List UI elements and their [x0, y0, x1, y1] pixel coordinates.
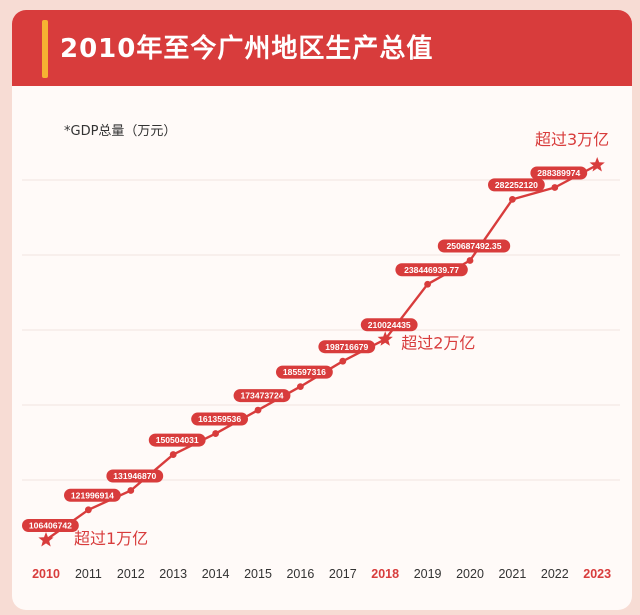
- data-label-pill: [488, 178, 545, 192]
- data-label: 238446939.77: [404, 265, 459, 275]
- data-label-pill: [318, 340, 376, 354]
- title-bar: 2010年至今广州地区生产总值: [12, 10, 632, 86]
- data-point: [551, 184, 559, 191]
- data-label-pill: [106, 469, 164, 483]
- milestone-star-icon: [38, 532, 54, 547]
- x-tick-label: 2020: [456, 567, 484, 581]
- data-label: 185597316: [283, 367, 326, 377]
- milestone-label: 超过2万亿: [401, 333, 475, 352]
- x-tick-label: 2018: [371, 567, 399, 581]
- x-tick-label: 2011: [75, 567, 102, 581]
- data-label-pill: [360, 318, 418, 332]
- data-label: 210024435: [368, 320, 411, 330]
- data-label: 173473724: [240, 391, 283, 401]
- data-label: 161359536: [198, 414, 241, 424]
- x-tick-label: 2013: [159, 567, 187, 581]
- x-tick-label: 2017: [329, 567, 357, 581]
- data-point: [127, 487, 135, 494]
- x-tick-label: 2014: [202, 567, 230, 581]
- x-tick-label: 2021: [498, 567, 526, 581]
- data-point: [85, 506, 92, 514]
- data-label: 198716679: [325, 342, 368, 352]
- data-point: [297, 383, 304, 391]
- data-point: [339, 357, 347, 365]
- data-point: [254, 406, 262, 414]
- milestone-star-icon: [589, 157, 605, 172]
- milestone-label: 超过1万亿: [74, 529, 148, 548]
- data-point: [466, 257, 474, 264]
- milestone-star-icon: [377, 331, 393, 346]
- data-label: 288389974: [537, 168, 580, 178]
- milestone-label: 超过3万亿: [535, 130, 609, 149]
- data-label-pill: [395, 263, 468, 277]
- data-label-pill: [437, 239, 511, 253]
- y-axis-label: *GDP总量（万元）: [64, 124, 177, 139]
- x-tick-label: 2012: [117, 567, 145, 581]
- title-accent-bar: [42, 20, 48, 78]
- data-point: [212, 430, 220, 437]
- data-label: 250687492.35: [447, 241, 502, 251]
- x-tick-label: 2023: [583, 567, 611, 581]
- data-label-pill: [148, 433, 206, 447]
- data-point: [169, 451, 177, 458]
- data-label-pill: [191, 412, 248, 426]
- data-label: 131946870: [113, 471, 156, 481]
- data-label: 106406742: [29, 521, 72, 531]
- series-line: [45, 163, 598, 541]
- data-label-pill: [233, 389, 291, 403]
- data-label: 121996914: [71, 490, 114, 500]
- data-label-pill: [64, 488, 121, 502]
- data-label: 282252120: [495, 180, 538, 190]
- data-label-pill: [530, 166, 588, 180]
- x-tick-label: 2022: [541, 567, 569, 581]
- x-tick-label: 2016: [286, 567, 314, 581]
- data-point: [424, 280, 431, 288]
- chart-card: 2010年至今广州地区生产总值 *GDP总量（万元）: [12, 10, 632, 610]
- chart-title: 2010年至今广州地区生产总值: [60, 34, 434, 64]
- data-label: 150504031: [156, 435, 199, 445]
- x-tick-label: 2019: [414, 567, 442, 581]
- x-tick-label: 2015: [244, 567, 272, 581]
- data-point: [509, 195, 516, 203]
- data-label-pill: [276, 365, 333, 379]
- x-tick-label: 2010: [32, 567, 60, 581]
- data-label-pill: [22, 519, 79, 532]
